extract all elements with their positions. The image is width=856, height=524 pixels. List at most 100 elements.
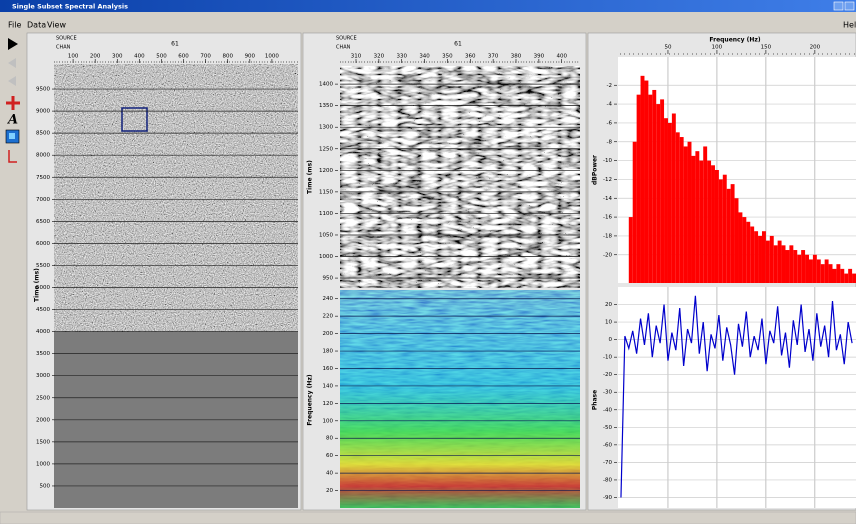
spectrum-bar bbox=[672, 114, 676, 284]
y-tick-label: 220 bbox=[323, 314, 334, 320]
spectrum-bar bbox=[641, 76, 645, 283]
y-tick-label: -18 bbox=[603, 233, 612, 239]
section-image bbox=[54, 64, 298, 332]
spectrum-bar bbox=[746, 222, 750, 283]
x-tick-label: 500 bbox=[156, 54, 167, 60]
x-tick-label: 350 bbox=[442, 54, 453, 60]
forward-tool[interactable] bbox=[8, 76, 16, 86]
spectrum-bar bbox=[652, 90, 656, 283]
x-tick-label: 400 bbox=[134, 54, 145, 60]
spectrum-bar bbox=[656, 104, 660, 283]
spectrum-bar bbox=[750, 227, 754, 284]
y-axis-label: dBPower bbox=[592, 155, 599, 185]
menu-file[interactable]: File bbox=[8, 21, 21, 30]
spectrum-bar bbox=[735, 198, 739, 283]
spectrum-bar bbox=[821, 264, 825, 283]
y-tick-label: -10 bbox=[603, 158, 612, 164]
menu-view[interactable]: View bbox=[47, 21, 66, 30]
spectrum-bar bbox=[832, 269, 836, 283]
spectrum-bar bbox=[633, 142, 637, 283]
y-tick-label: 3500 bbox=[36, 351, 50, 357]
y-tick-label: 1150 bbox=[319, 189, 333, 195]
spectrum-bar bbox=[836, 264, 840, 283]
spectrum-bar bbox=[668, 123, 672, 283]
y-tick-label: -2 bbox=[607, 83, 612, 89]
spectrum-bar bbox=[711, 165, 715, 283]
color-tool-inner bbox=[9, 133, 15, 139]
x-tick-label: 100 bbox=[68, 54, 79, 60]
y-tick-label: 8500 bbox=[36, 131, 50, 137]
pointer-tool[interactable] bbox=[8, 38, 18, 50]
y-tick-label: 60 bbox=[326, 453, 333, 459]
spectrum-bar bbox=[840, 269, 844, 283]
y-tick-label: 160 bbox=[323, 366, 334, 372]
x-tick-label: 390 bbox=[534, 54, 545, 60]
menu-help[interactable]: Hel bbox=[843, 21, 856, 30]
y-tick-label: 140 bbox=[323, 383, 334, 389]
y-tick-label: 5000 bbox=[36, 285, 50, 291]
y-tick-label: 9000 bbox=[36, 109, 50, 115]
x-tick-label: 50 bbox=[664, 45, 671, 51]
back-tool[interactable] bbox=[8, 58, 16, 68]
y-tick-label: -4 bbox=[607, 102, 613, 108]
toolbar: A bbox=[6, 38, 20, 162]
plot-tool[interactable] bbox=[9, 150, 17, 162]
text-tool[interactable]: A bbox=[6, 113, 18, 128]
y-tick-label: 7000 bbox=[36, 197, 50, 203]
y-tick-label: 0 bbox=[609, 337, 613, 343]
source-label: SOURCE bbox=[336, 36, 357, 42]
x-tick-label: 360 bbox=[465, 54, 476, 60]
x-tick-label: 300 bbox=[112, 54, 123, 60]
spectrum-bar bbox=[629, 217, 633, 283]
status-bar bbox=[0, 512, 856, 524]
spectrum-bar bbox=[742, 217, 746, 283]
y-tick-label: 950 bbox=[323, 276, 334, 282]
app-window: Single Subset Spectral Analysis File Dat… bbox=[0, 0, 856, 524]
spectrum-bar bbox=[695, 151, 699, 283]
x-tick-label: 600 bbox=[178, 54, 189, 60]
y-tick-label: 240 bbox=[323, 296, 334, 302]
spectrum-bar bbox=[809, 259, 813, 283]
spectrum-bar bbox=[676, 132, 680, 283]
y-axis-label: Time (ms) bbox=[307, 160, 314, 194]
y-tick-label: 1200 bbox=[319, 168, 333, 174]
spectrum-bar bbox=[758, 236, 762, 283]
y-tick-label: -40 bbox=[603, 407, 612, 413]
menu-data[interactable]: Data bbox=[27, 21, 46, 30]
chan-label: CHAN bbox=[56, 45, 71, 51]
y-tick-label: 1000 bbox=[319, 254, 333, 260]
zoom-image bbox=[340, 66, 580, 288]
zoom-tool[interactable] bbox=[6, 96, 20, 110]
y-tick-label: -20 bbox=[603, 372, 612, 378]
spectrum-bar bbox=[719, 179, 723, 283]
y-tick-label: 20 bbox=[326, 488, 333, 494]
y-tick-label: 7500 bbox=[36, 175, 50, 181]
close-button[interactable] bbox=[845, 2, 854, 10]
spectrum-bar bbox=[801, 250, 805, 283]
minimize-button[interactable] bbox=[834, 2, 843, 10]
y-tick-label: -70 bbox=[603, 460, 612, 466]
y-tick-label: -30 bbox=[603, 390, 612, 396]
spectrum-bar bbox=[731, 184, 735, 283]
y-tick-label: 40 bbox=[326, 471, 333, 477]
spectrum-bar bbox=[660, 99, 664, 283]
y-tick-label: -80 bbox=[603, 477, 612, 483]
x-tick-label: 380 bbox=[511, 54, 522, 60]
spectrum-bar bbox=[707, 161, 711, 283]
spectrum-bar bbox=[648, 95, 652, 283]
y-tick-label: -8 bbox=[607, 139, 613, 145]
y-axis-label: Phase bbox=[592, 390, 599, 410]
y-tick-label: 100 bbox=[323, 418, 334, 424]
spectrum-bar bbox=[797, 255, 801, 283]
x-tick-label: 200 bbox=[810, 45, 821, 51]
y-tick-label: -20 bbox=[603, 252, 612, 258]
window-title: Single Subset Spectral Analysis bbox=[12, 3, 128, 11]
spectrum-bar bbox=[762, 231, 766, 283]
x-tick-label: 200 bbox=[90, 54, 101, 60]
title-bar bbox=[0, 0, 856, 12]
spectrogram-lowfreq bbox=[340, 290, 580, 508]
phase-plot bbox=[618, 287, 856, 508]
x-tick-label: 340 bbox=[419, 54, 430, 60]
y-tick-label: 80 bbox=[326, 436, 333, 442]
y-tick-label: 1100 bbox=[319, 211, 333, 217]
